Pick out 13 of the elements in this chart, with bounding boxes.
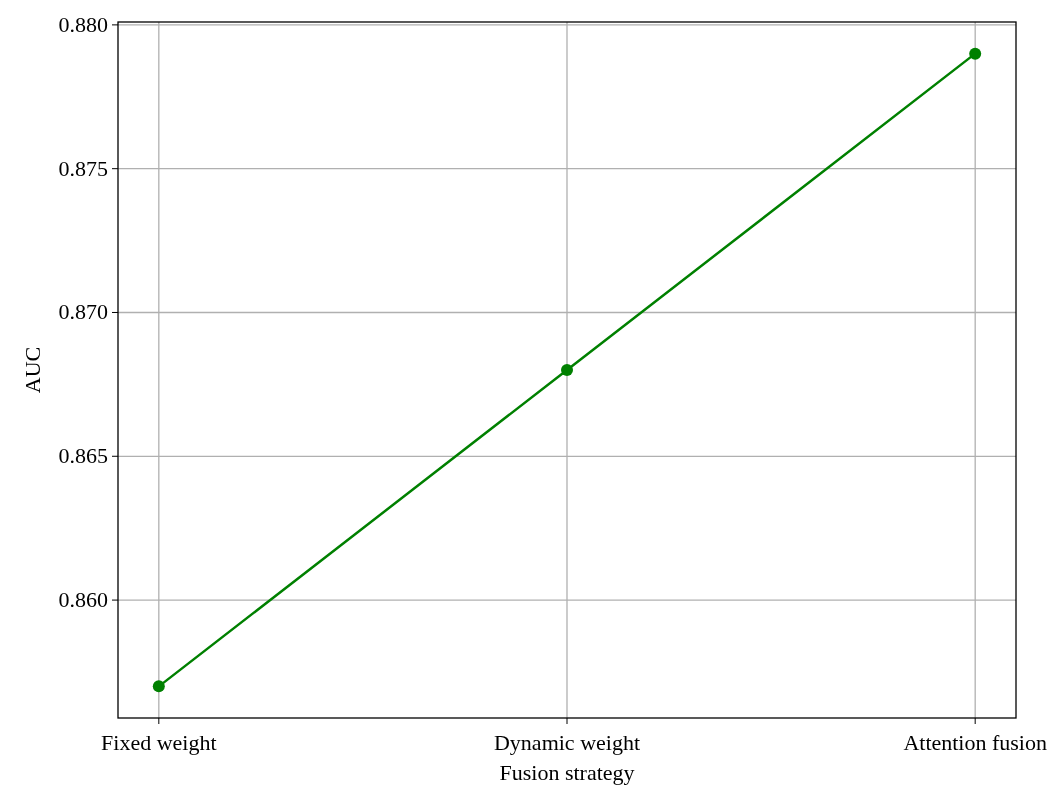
x-tick-label: Fixed weight (101, 730, 217, 755)
y-tick-label: 0.860 (58, 587, 108, 613)
point (152, 680, 165, 693)
y-tick-label: 0.880 (58, 11, 108, 37)
y-tick-label: 0.870 (58, 299, 108, 325)
y-tick-label: 0.865 (58, 443, 108, 469)
x-tick-label: Attention fusion (903, 730, 1047, 755)
x-axis-title: Fusion strategy (499, 760, 635, 785)
point (561, 364, 573, 376)
y-axis-title: AUC (20, 346, 45, 394)
y-tick-label: 0.875 (58, 155, 108, 181)
x-tick-label: Dynamic weight (493, 730, 641, 755)
point (969, 47, 982, 60)
